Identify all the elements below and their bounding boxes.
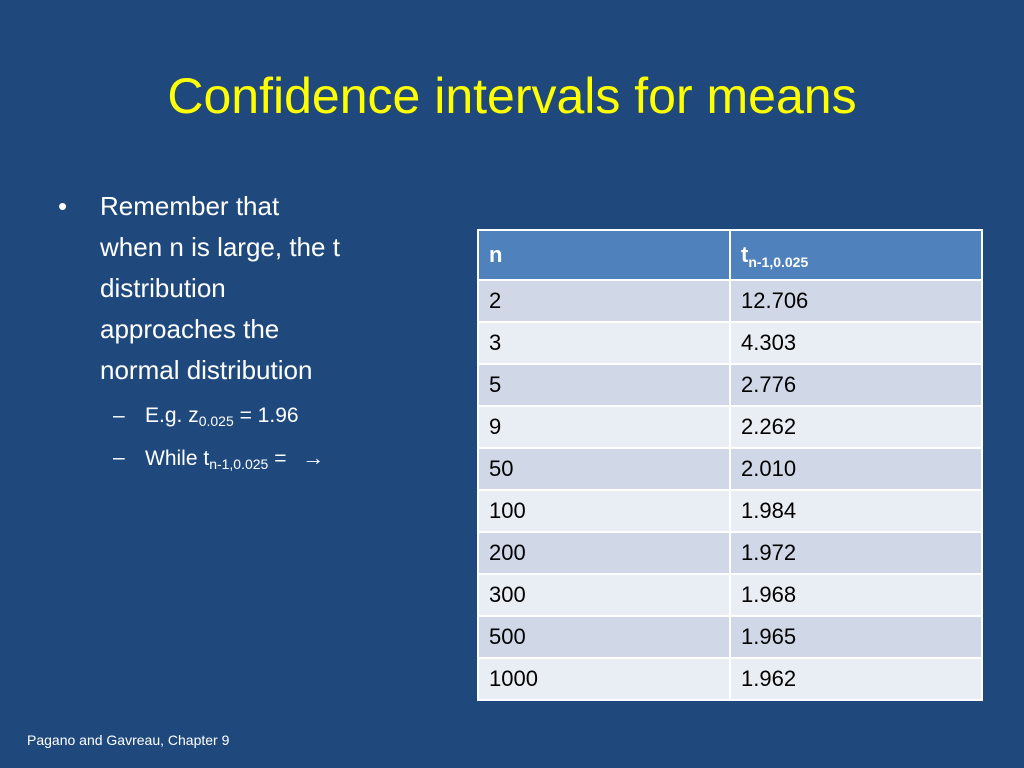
arrow-right-icon: → [302,445,325,470]
sub-bullet-marker: – [113,404,125,427]
slide-footer: Pagano and Gavreau, Chapter 9 [27,732,230,748]
cell-t: 2.010 [729,447,983,491]
bullet-list: • Remember that when n is large, the t d… [58,186,418,480]
sub-bullet-z: – E.g. z0.025 = 1.96 [58,395,418,437]
cell-n: 2 [477,279,731,323]
header-t-subscript: n-1,0.025 [748,254,809,270]
bullet-line: approaches the [100,314,280,344]
table-row: 50 2.010 [477,447,983,491]
cell-n: 100 [477,489,731,533]
sub-bullet-subscript: n-1,0.025 [209,456,269,472]
bullet-marker: • [58,191,68,221]
table-row: 3 4.303 [477,321,983,365]
cell-n: 300 [477,573,731,617]
table-row: 5 2.776 [477,363,983,407]
sub-bullet-t: – While tn-1,0.025 = → [58,437,418,480]
t-values-table: n tn-1,0.025 2 12.706 3 4.303 5 2.776 9 … [477,229,983,701]
table-row: 100 1.984 [477,489,983,533]
table-row: 2 12.706 [477,279,983,323]
cell-t: 1.968 [729,573,983,617]
table-row: 200 1.972 [477,531,983,575]
sub-bullet-prefix: While t [145,447,210,470]
sub-bullet-list: – E.g. z0.025 = 1.96 – While tn-1,0.025 = … [58,395,418,480]
cell-t: 1.965 [729,615,983,659]
table-row: 9 2.262 [477,405,983,449]
table-row: 1000 1.962 [477,657,983,701]
cell-t: 4.303 [729,321,983,365]
header-t-base: t [741,242,749,267]
sub-bullet-subscript: 0.025 [198,413,234,429]
bullet-line: Remember that [100,191,280,221]
cell-t: 2.262 [729,405,983,449]
cell-n: 1000 [477,657,731,701]
bullet-line: distribution [100,273,226,303]
sub-bullet-suffix: = [268,447,293,470]
cell-t: 1.984 [729,489,983,533]
header-n: n [477,229,731,281]
cell-n: 3 [477,321,731,365]
table-row: 300 1.968 [477,573,983,617]
cell-t: 1.962 [729,657,983,701]
header-t: tn-1,0.025 [729,229,983,281]
cell-n: 50 [477,447,731,491]
sub-bullet-marker: – [113,446,125,469]
cell-t: 1.972 [729,531,983,575]
cell-n: 9 [477,405,731,449]
table-header-row: n tn-1,0.025 [477,229,983,281]
cell-t: 2.776 [729,363,983,407]
cell-n: 200 [477,531,731,575]
bullet-item: • Remember that when n is large, the t d… [58,186,418,391]
sub-bullet-suffix: = 1.96 [233,404,299,427]
slide-title: Confidence intervals for means [167,68,857,124]
bullet-line: normal distribution [100,355,313,385]
table-row: 500 1.965 [477,615,983,659]
sub-bullet-prefix: E.g. z [145,404,199,427]
cell-n: 500 [477,615,731,659]
cell-n: 5 [477,363,731,407]
bullet-line: when n is large, the t [100,232,340,262]
cell-t: 12.706 [729,279,983,323]
